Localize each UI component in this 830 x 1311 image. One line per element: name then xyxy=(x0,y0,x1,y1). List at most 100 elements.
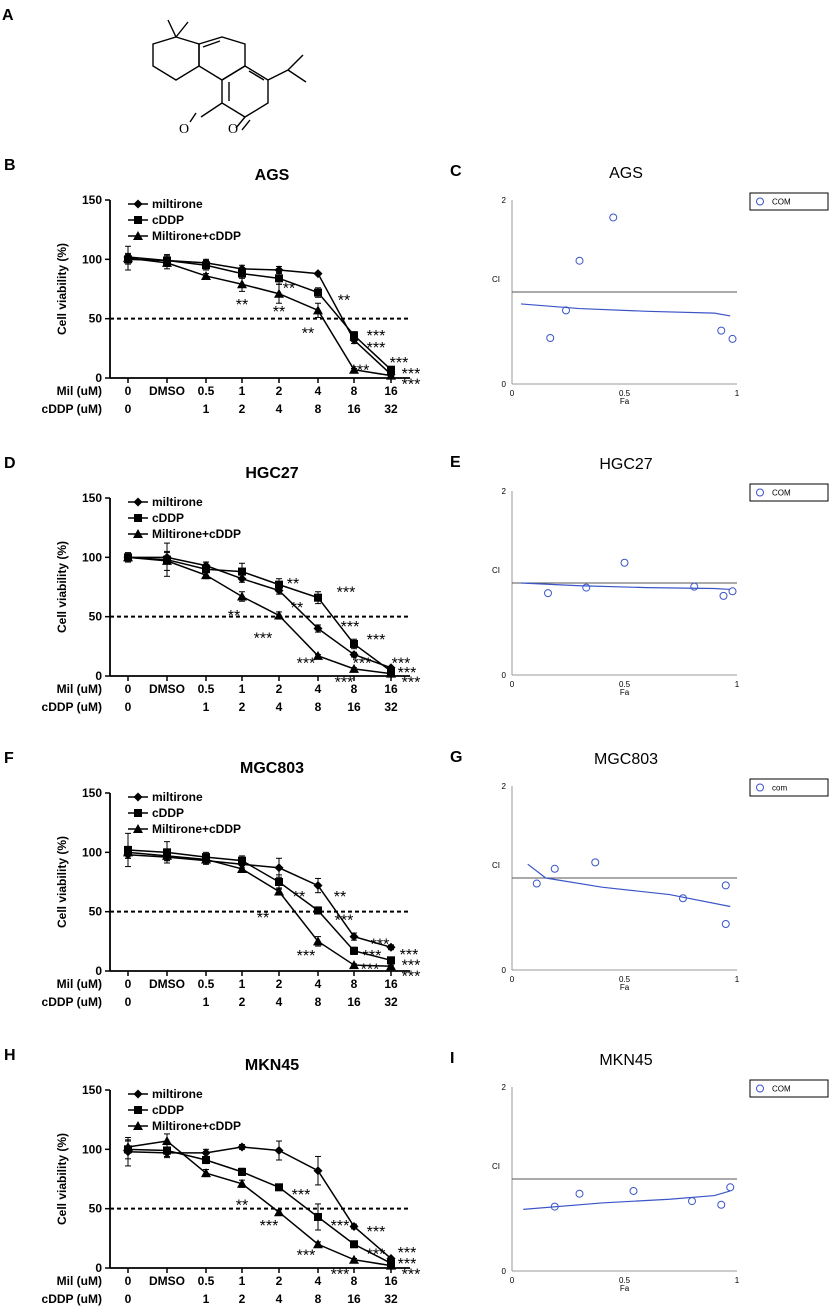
legend-marker xyxy=(756,1084,764,1093)
mil-dose-label: 0 xyxy=(125,1274,132,1288)
mil-dose-label: DMSO xyxy=(149,1274,185,1288)
series-line-diamond xyxy=(127,1146,392,1260)
data-point-triangle xyxy=(349,1254,359,1264)
legend-box xyxy=(749,1079,829,1098)
significance-stars: *** xyxy=(341,619,360,636)
ci-point xyxy=(629,1186,638,1195)
chart-title: MGC803 xyxy=(240,760,304,777)
cddp-dose-label: 16 xyxy=(347,1292,361,1306)
y-tick-label: 0 xyxy=(502,380,507,389)
mil-dose-label: 8 xyxy=(351,682,358,696)
data-point-triangle xyxy=(313,1239,323,1249)
mil-dose-label: 8 xyxy=(351,1274,358,1288)
x-tick-label: 1 xyxy=(735,389,740,398)
y-axis-label: CI xyxy=(492,1162,500,1171)
y-tick-label: 50 xyxy=(89,312,103,326)
significance-stars: ** xyxy=(257,910,269,927)
legend-label: com xyxy=(772,784,787,793)
data-point-diamond xyxy=(313,1166,323,1176)
ci-point xyxy=(717,1200,726,1209)
legend-label: Miltirone+cDDP xyxy=(152,229,241,243)
data-point-triangle xyxy=(386,668,396,678)
x-axis-label: Fa xyxy=(620,688,630,697)
data-point-square xyxy=(387,956,395,965)
ci-point xyxy=(728,334,737,343)
data-point-square xyxy=(387,365,395,374)
data-point-diamond xyxy=(313,881,323,891)
row-label-cddp: cDDP (uM) xyxy=(42,700,102,714)
data-point-diamond xyxy=(349,650,359,660)
y-tick-label: 50 xyxy=(89,610,103,624)
significance-stars: *** xyxy=(371,936,390,953)
significance-stars: *** xyxy=(297,1248,316,1265)
chart-title: AGS xyxy=(609,165,643,182)
data-point-triangle xyxy=(237,279,247,289)
mil-dose-label: 0 xyxy=(125,682,132,696)
data-point-square xyxy=(314,593,322,602)
data-point-triangle xyxy=(274,288,284,298)
series-line-square xyxy=(127,556,392,672)
chart-title: HGC27 xyxy=(599,456,652,473)
x-axis-label: Fa xyxy=(620,397,630,406)
significance-stars: *** xyxy=(353,656,372,673)
oxygen-2: O xyxy=(228,122,238,137)
y-tick-label: 100 xyxy=(82,252,102,266)
ci-point xyxy=(532,879,541,888)
legend-box xyxy=(749,778,829,797)
mil-dose-label: 0.5 xyxy=(198,384,215,398)
data-point-triangle xyxy=(123,1141,133,1151)
legend-marker-diamond xyxy=(133,1089,143,1099)
mil-dose-label: 16 xyxy=(384,384,398,398)
data-point-triangle xyxy=(237,591,247,601)
fit-curve xyxy=(523,1190,731,1210)
y-tick-label: 150 xyxy=(82,1083,102,1097)
panel-label: G xyxy=(450,749,462,766)
legend-label: cDDP xyxy=(152,1103,184,1117)
data-point-triangle xyxy=(123,552,133,562)
significance-stars: *** xyxy=(363,948,382,965)
x-tick-label: 1 xyxy=(735,680,740,689)
x-axis-label: Fa xyxy=(620,1284,630,1293)
cddp-dose-label: 1 xyxy=(203,1292,210,1306)
data-point-square xyxy=(350,331,358,340)
data-point-triangle xyxy=(162,555,172,565)
mil-dose-label: 2 xyxy=(276,384,283,398)
y-axis-label: Cell viability (%) xyxy=(55,541,69,633)
y-tick-label: 100 xyxy=(82,845,102,859)
row-label-mil: Mil (uM) xyxy=(57,977,102,991)
x-tick-label: 1 xyxy=(735,1276,740,1285)
data-point-diamond xyxy=(313,624,323,634)
data-point-square xyxy=(238,567,246,576)
y-tick-label: 150 xyxy=(82,786,102,800)
y-axis-label: CI xyxy=(492,566,500,575)
legend-marker-diamond xyxy=(133,497,143,507)
cddp-dose-label: 1 xyxy=(203,700,210,714)
x-tick-label: 0.5 xyxy=(619,1276,631,1285)
cddp-dose-label: 2 xyxy=(239,995,246,1009)
ring-1 xyxy=(152,36,200,81)
data-point-triangle xyxy=(386,370,396,380)
chart-title: MKN45 xyxy=(599,1052,652,1069)
data-point-diamond xyxy=(274,863,284,873)
miltirone-structure xyxy=(152,19,307,131)
data-point-diamond xyxy=(201,1148,211,1158)
data-point-triangle xyxy=(201,270,211,280)
row-label-mil: Mil (uM) xyxy=(57,384,102,398)
cddp-dose-label: 32 xyxy=(384,402,398,416)
significance-stars: ** xyxy=(283,280,295,297)
y-tick-label: 2 xyxy=(502,487,507,496)
panel-a-label: A xyxy=(2,7,14,24)
data-point-triangle xyxy=(237,1178,247,1188)
data-point-square xyxy=(350,639,358,648)
legend-marker-square xyxy=(134,514,142,522)
cddp-dose-label: 16 xyxy=(347,700,361,714)
legend-box xyxy=(749,192,829,211)
legend-marker-triangle xyxy=(133,231,143,240)
mil-dose-label: 0 xyxy=(125,977,132,991)
series-line-diamond xyxy=(127,853,392,948)
significance-stars: ** xyxy=(291,600,303,617)
legend-marker-square xyxy=(134,216,142,224)
